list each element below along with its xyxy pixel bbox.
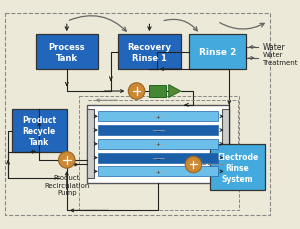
Bar bbox=[118, 35, 181, 70]
Bar bbox=[98, 112, 218, 122]
Bar bbox=[222, 110, 229, 178]
Text: −: − bbox=[156, 155, 161, 160]
Text: +: + bbox=[156, 169, 161, 174]
Text: Recovery
Rinse 1: Recovery Rinse 1 bbox=[128, 42, 171, 62]
Bar bbox=[79, 96, 239, 210]
Text: Product
Recycle
Tank: Product Recycle Tank bbox=[22, 115, 56, 147]
Bar bbox=[87, 105, 229, 183]
Text: Process
Tank: Process Tank bbox=[49, 42, 85, 62]
Text: −: − bbox=[156, 128, 161, 133]
Bar bbox=[36, 35, 98, 70]
Text: +: + bbox=[156, 142, 161, 147]
Circle shape bbox=[58, 152, 75, 168]
Text: Water
Treatment: Water Treatment bbox=[262, 52, 298, 65]
Text: +: + bbox=[156, 114, 161, 119]
Bar bbox=[189, 35, 246, 70]
Circle shape bbox=[185, 157, 202, 173]
Text: Water: Water bbox=[262, 43, 285, 52]
Text: Electrode
Rinse
System: Electrode Rinse System bbox=[217, 152, 258, 183]
Bar bbox=[149, 85, 166, 98]
Polygon shape bbox=[169, 85, 181, 98]
Bar bbox=[12, 110, 67, 152]
Bar bbox=[98, 139, 218, 149]
Bar bbox=[98, 153, 218, 163]
Bar bbox=[210, 145, 265, 190]
Bar bbox=[87, 110, 94, 178]
Text: Product
Recirculation
Pump: Product Recirculation Pump bbox=[44, 174, 89, 195]
Text: Rinse 2: Rinse 2 bbox=[199, 48, 236, 57]
Circle shape bbox=[128, 83, 145, 100]
Bar bbox=[98, 167, 218, 177]
Bar bbox=[98, 125, 218, 136]
